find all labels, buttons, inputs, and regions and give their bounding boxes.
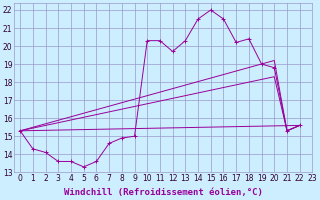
X-axis label: Windchill (Refroidissement éolien,°C): Windchill (Refroidissement éolien,°C) xyxy=(64,188,262,197)
